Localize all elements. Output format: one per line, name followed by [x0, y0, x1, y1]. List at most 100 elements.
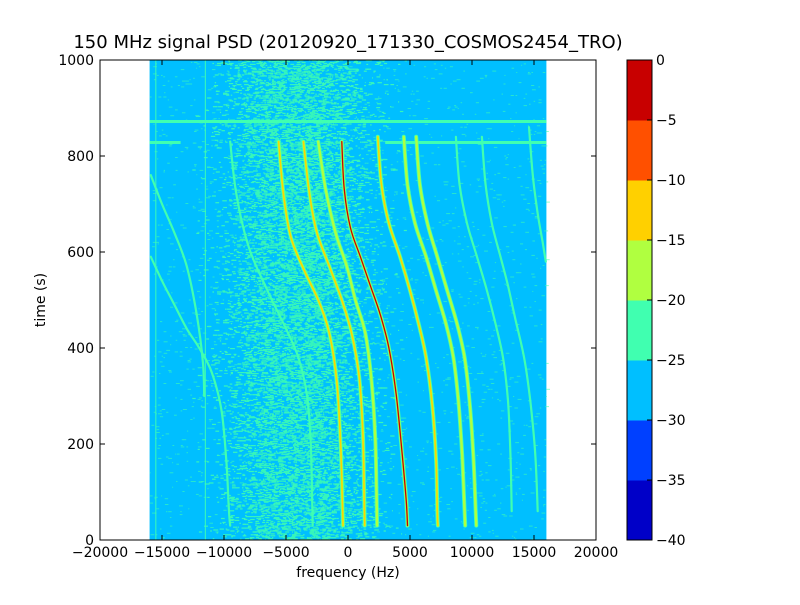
noise-speck [304, 435, 307, 437]
noise-speck [267, 484, 270, 486]
noise-speck [291, 427, 295, 429]
noise-speck [237, 372, 240, 374]
noise-speck [245, 538, 250, 540]
noise-speck [334, 509, 339, 511]
noise-speck [270, 524, 274, 526]
noise-speck [298, 452, 302, 454]
noise-speck [290, 511, 294, 513]
noise-speck [322, 334, 326, 336]
noise-speck [274, 491, 276, 493]
noise-speck [373, 525, 375, 527]
noise-speck [259, 489, 263, 491]
noise-speck [275, 495, 279, 497]
noise-speck [356, 492, 358, 494]
noise-speck [299, 424, 302, 426]
noise-speck [325, 524, 330, 526]
noise-speck [271, 454, 276, 456]
noise-speck [291, 509, 295, 511]
noise-speck [357, 340, 361, 342]
noise-speck [216, 443, 221, 445]
noise-speck [264, 438, 267, 440]
noise-speck [294, 472, 297, 474]
noise-speck [288, 517, 291, 520]
noise-speck [259, 504, 262, 506]
noise-speck [289, 417, 294, 419]
noise-speck [304, 507, 310, 509]
noise-speck [261, 505, 264, 507]
noise-speck [254, 453, 259, 455]
noise-speck [253, 377, 257, 379]
noise-speck [354, 434, 358, 436]
noise-speck [322, 364, 326, 366]
noise-speck [256, 508, 258, 510]
noise-speck [286, 513, 291, 515]
noise-speck [299, 511, 302, 513]
noise-speck [280, 373, 282, 375]
noise-speck [320, 504, 323, 506]
noise-speck [264, 401, 269, 403]
noise-speck [390, 493, 393, 496]
noise-speck [395, 527, 399, 529]
noise-speck [237, 530, 240, 532]
noise-speck [276, 451, 278, 453]
noise-speck [228, 474, 231, 476]
noise-speck [387, 442, 391, 444]
noise-speck [294, 443, 296, 445]
noise-speck [263, 389, 265, 391]
noise-speck [233, 535, 236, 537]
noise-speck [255, 397, 257, 399]
noise-speck [289, 522, 292, 524]
noise-speck [259, 441, 262, 443]
noise-speck [341, 385, 343, 387]
noise-speck [233, 451, 238, 453]
noise-speck [300, 519, 305, 521]
noise-speck [327, 517, 332, 519]
noise-speck [265, 425, 268, 427]
noise-speck [295, 497, 299, 499]
noise-speck [262, 513, 268, 515]
noise-speck [280, 466, 283, 468]
noise-speck [330, 506, 333, 508]
noise-speck [380, 387, 386, 389]
noise-speck [258, 483, 264, 485]
noise-speck [257, 443, 261, 445]
noise-speck [307, 469, 313, 472]
noise-speck [271, 481, 277, 483]
noise-speck [327, 517, 331, 520]
noise-speck [294, 448, 299, 450]
noise-speck [233, 498, 236, 500]
noise-speck [314, 371, 316, 373]
noise-speck [221, 453, 225, 455]
noise-speck [293, 518, 296, 521]
noise-speck [230, 530, 235, 532]
noise-speck [352, 424, 354, 426]
noise-speck [270, 481, 273, 483]
noise-speck [283, 514, 289, 516]
noise-speck [378, 513, 384, 515]
noise-speck [305, 490, 311, 492]
noise-speck [322, 325, 324, 328]
noise-speck [271, 443, 275, 445]
noise-speck [331, 429, 336, 431]
noise-speck [271, 432, 276, 434]
noise-speck [233, 436, 238, 438]
noise-speck [305, 521, 311, 523]
noise-speck [284, 421, 289, 424]
noise-speck [266, 344, 271, 346]
noise-speck [273, 517, 278, 520]
noise-speck [308, 526, 310, 528]
noise-speck [328, 423, 332, 425]
noise-speck [302, 429, 305, 431]
noise-speck [320, 510, 325, 512]
noise-speck [323, 537, 329, 539]
noise-speck [354, 440, 357, 442]
noise-speck [268, 538, 273, 540]
noise-speck [356, 519, 360, 521]
noise-speck [300, 489, 305, 491]
noise-speck [252, 363, 258, 365]
noise-speck [250, 492, 254, 494]
noise-speck [285, 389, 288, 391]
noise-speck [355, 473, 359, 475]
noise-speck [319, 507, 323, 509]
noise-speck [351, 498, 355, 500]
